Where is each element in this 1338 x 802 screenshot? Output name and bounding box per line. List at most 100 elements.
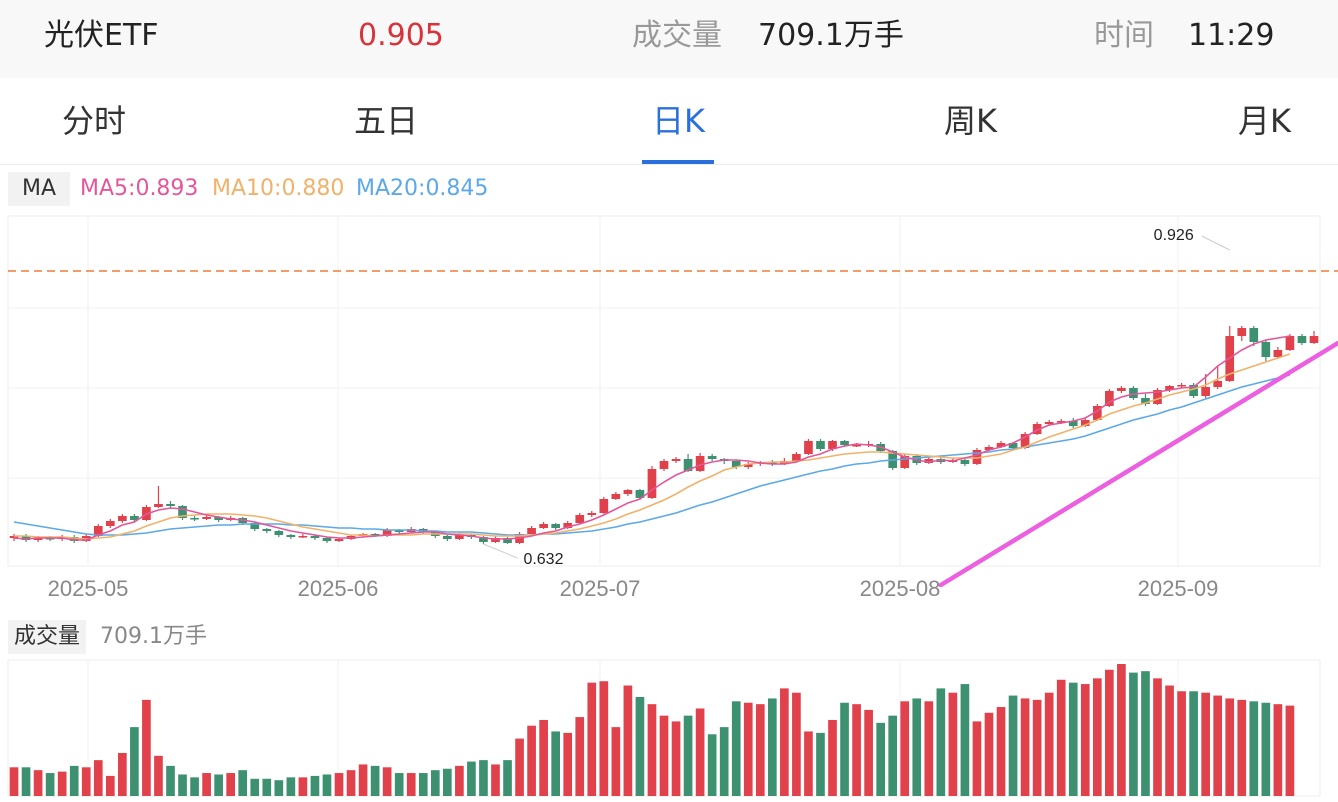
- volume-bar: [816, 732, 825, 796]
- candle-body: [563, 523, 573, 528]
- x-tick-label: 2025-09: [1138, 576, 1219, 601]
- candle: [310, 535, 320, 540]
- volume-bar: [1129, 672, 1138, 796]
- candle-body: [599, 499, 609, 513]
- candle-body: [996, 443, 1006, 447]
- candle: [659, 459, 669, 471]
- candle-body: [731, 461, 741, 467]
- candle: [1297, 334, 1307, 345]
- trendline: [938, 340, 1338, 588]
- volume-bar: [599, 681, 609, 796]
- volume-bar: [1117, 664, 1126, 796]
- volume-bar: [804, 731, 813, 796]
- extreme-markers: 0.926 0.632: [483, 227, 1230, 568]
- volume-bar: [972, 721, 982, 796]
- volume-bar: [515, 738, 524, 796]
- candle-body: [1309, 336, 1319, 343]
- volume-bar: [767, 698, 777, 796]
- volume-bar: [731, 701, 741, 796]
- volume-panel-label[interactable]: 成交量: [8, 620, 87, 654]
- volume-bar: [1056, 679, 1066, 796]
- volume-bar: [852, 704, 861, 796]
- volume-bar: [647, 704, 657, 796]
- candle-body: [635, 490, 645, 498]
- volume-bar: [755, 704, 765, 796]
- candle-body: [924, 459, 934, 463]
- candle: [804, 439, 813, 455]
- candle-body: [286, 535, 296, 537]
- candle-body: [178, 506, 187, 518]
- candle-body: [479, 537, 488, 542]
- volume-bar: [250, 778, 260, 796]
- candle-body: [93, 526, 103, 536]
- candle: [972, 448, 982, 465]
- volume-bar: [274, 780, 284, 796]
- volume-bar: [828, 719, 837, 796]
- candle: [1165, 385, 1174, 392]
- candle-body: [394, 530, 404, 532]
- volume-bar: [394, 773, 404, 796]
- tab-weekly-k[interactable]: 周K: [944, 102, 997, 140]
- volume-bar: [310, 775, 320, 796]
- active-tab-indicator: [642, 160, 714, 164]
- candle: [695, 453, 705, 472]
- volume-bar: [1177, 691, 1186, 796]
- candle: [683, 454, 693, 472]
- tab-monthly-k[interactable]: 月K: [1238, 102, 1291, 140]
- volume-bar: [346, 770, 356, 796]
- volume-bar: [443, 768, 452, 796]
- tab-daily-k[interactable]: 日K: [652, 102, 705, 140]
- candle-body: [623, 490, 633, 494]
- candle: [539, 522, 548, 529]
- volume-bar: [671, 721, 681, 796]
- volume-bar: [1249, 701, 1259, 796]
- candle-body: [310, 536, 320, 538]
- candle-body: [1297, 336, 1307, 343]
- candle: [298, 534, 308, 538]
- candle-body: [69, 537, 79, 541]
- candle: [69, 535, 79, 543]
- candle-body: [1092, 406, 1102, 420]
- ma-label[interactable]: MA: [8, 172, 70, 206]
- tab-intraday[interactable]: 分时: [62, 102, 127, 140]
- candle: [767, 460, 777, 466]
- volume-bar: [1237, 699, 1247, 796]
- candle-body: [1237, 328, 1247, 336]
- volume-value: 709.1万手: [758, 18, 904, 53]
- ma5-value: MA5:0.893: [80, 176, 199, 201]
- volume-bar: [659, 715, 669, 796]
- volume-bar: [707, 734, 717, 796]
- candle: [118, 514, 127, 523]
- high-price-label: 0.926: [1154, 227, 1194, 244]
- volume-bar: [166, 765, 175, 796]
- volume-bar: [1032, 699, 1042, 796]
- volume-bar: [719, 727, 729, 796]
- volume-bar: [286, 777, 296, 796]
- candle: [154, 486, 163, 508]
- x-tick-label: 2025-07: [560, 576, 641, 601]
- candle-body: [551, 524, 561, 528]
- candle: [1285, 334, 1295, 351]
- volume-bar: [382, 767, 392, 796]
- volume-bar: [214, 774, 223, 796]
- volume-bar: [1225, 698, 1235, 796]
- candle: [587, 511, 597, 517]
- candle-body: [1285, 336, 1295, 350]
- volume-bar: [45, 773, 55, 796]
- volume-bar: [888, 715, 898, 796]
- volume-bar: [924, 701, 934, 796]
- candle-body: [984, 447, 994, 450]
- x-axis-labels: 2025-05 2025-06 2025-07 2025-08 2025-09: [48, 576, 1219, 601]
- candle-body: [491, 538, 500, 542]
- candle-body: [166, 504, 175, 506]
- candle: [262, 528, 272, 533]
- candle: [527, 526, 536, 535]
- tab-five-day[interactable]: 五日: [354, 102, 419, 140]
- volume-bar: [792, 692, 801, 796]
- candle: [611, 492, 621, 500]
- candle: [1068, 418, 1078, 428]
- volume-bar: [527, 725, 536, 796]
- volume-bar: [1273, 704, 1283, 796]
- moving-average-lines: [13, 335, 1291, 541]
